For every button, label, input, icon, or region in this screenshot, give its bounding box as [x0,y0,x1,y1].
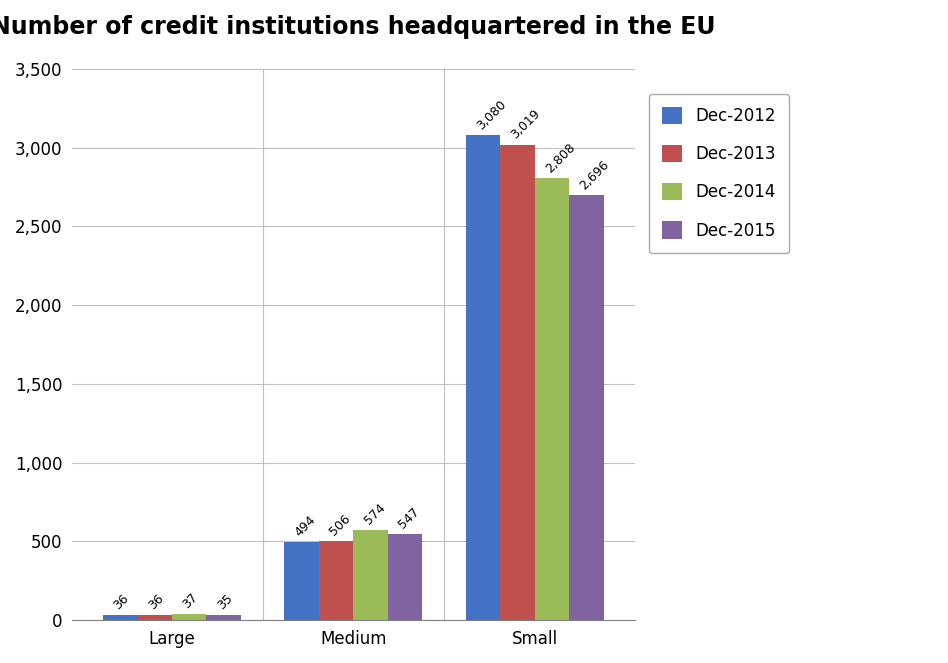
Text: 2,808: 2,808 [543,141,577,175]
Bar [172,615,207,621]
Text: 494: 494 [293,514,319,540]
Bar [103,615,137,621]
Bar [465,135,501,621]
Bar [319,540,354,621]
Bar [388,534,423,621]
Text: 506: 506 [327,512,353,538]
Text: 2,696: 2,696 [577,158,611,192]
Text: 35: 35 [214,591,235,612]
Bar [501,145,535,621]
Bar [354,530,388,621]
Text: 547: 547 [396,505,422,531]
Bar [284,542,319,621]
Text: 37: 37 [180,591,200,611]
Bar [535,178,570,621]
Text: 574: 574 [361,501,388,527]
Text: 36: 36 [146,591,166,612]
Text: 3,080: 3,080 [474,97,508,132]
Text: 36: 36 [111,591,132,612]
Bar [570,196,604,621]
Bar [137,615,172,621]
Bar [207,615,241,621]
Legend: Dec-2012, Dec-2013, Dec-2014, Dec-2015: Dec-2012, Dec-2013, Dec-2014, Dec-2015 [648,93,789,253]
Title: Number of credit institutions headquartered in the EU: Number of credit institutions headquarte… [0,15,716,39]
Text: 3,019: 3,019 [508,107,543,142]
